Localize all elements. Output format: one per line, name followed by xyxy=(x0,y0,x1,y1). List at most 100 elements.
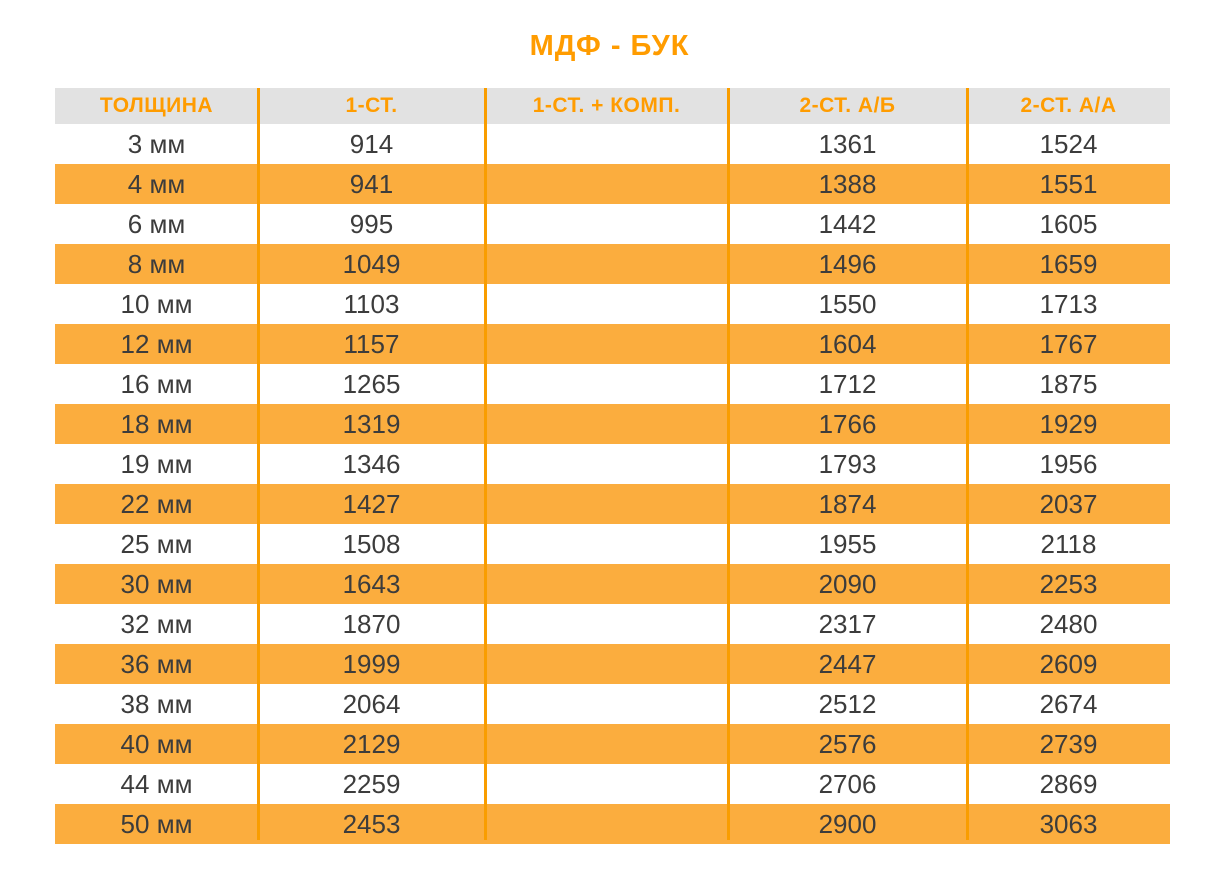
price-2st-ab-cell: 1442 xyxy=(818,208,877,239)
price-2st-ab-cell: 2090 xyxy=(818,568,877,599)
price-1st-cell: 1346 xyxy=(342,448,401,479)
table-row: 40 мм 2129 2576 2739 xyxy=(55,724,1170,764)
price-1st-komp-cell xyxy=(485,564,728,604)
table-row: 44 мм 2259 2706 2869 xyxy=(55,764,1170,804)
price-2st-aa-cell: 2253 xyxy=(1039,568,1098,599)
price-2st-ab-cell: 2447 xyxy=(818,648,877,679)
thickness-cell: 40 мм xyxy=(120,728,193,759)
price-1st-cell: 1049 xyxy=(342,248,401,279)
thickness-cell: 44 мм xyxy=(120,768,193,799)
price-1st-komp-cell xyxy=(485,684,728,724)
price-2st-aa-cell: 2869 xyxy=(1039,768,1098,799)
table-header-row: ТОЛЩИНА 1-СТ. 1-СТ. + КОМП. 2-СТ. А/Б 2-… xyxy=(55,88,1170,124)
price-1st-komp-cell xyxy=(485,404,728,444)
price-2st-ab-cell: 1874 xyxy=(818,488,877,519)
price-2st-ab-cell: 1361 xyxy=(818,128,877,159)
price-2st-ab-cell: 2900 xyxy=(818,808,877,839)
price-1st-cell: 914 xyxy=(349,128,394,159)
price-1st-cell: 1508 xyxy=(342,528,401,559)
price-1st-cell: 1265 xyxy=(342,368,401,399)
table-row: 36 мм 1999 2447 2609 xyxy=(55,644,1170,684)
price-1st-cell: 2453 xyxy=(342,808,401,839)
column-header-thickness: ТОЛЩИНА xyxy=(99,94,214,117)
price-2st-ab-cell: 2317 xyxy=(818,608,877,639)
table-row: 16 мм 1265 1712 1875 xyxy=(55,364,1170,404)
column-header-1st: 1-СТ. xyxy=(345,94,398,117)
price-2st-aa-cell: 2609 xyxy=(1039,648,1098,679)
price-1st-cell: 2259 xyxy=(342,768,401,799)
price-1st-cell: 941 xyxy=(349,168,394,199)
price-1st-komp-cell xyxy=(485,124,728,164)
table-row: 6 мм 995 1442 1605 xyxy=(55,204,1170,244)
column-header-2st-aa: 2-СТ. А/А xyxy=(1020,94,1117,117)
price-2st-aa-cell: 1875 xyxy=(1039,368,1098,399)
price-2st-aa-cell: 2480 xyxy=(1039,608,1098,639)
thickness-cell: 3 мм xyxy=(127,128,186,159)
thickness-cell: 16 мм xyxy=(120,368,193,399)
price-2st-aa-cell: 2739 xyxy=(1039,728,1098,759)
price-2st-aa-cell: 1956 xyxy=(1039,448,1098,479)
price-1st-cell: 2064 xyxy=(342,688,401,719)
price-1st-komp-cell xyxy=(485,164,728,204)
column-header-2st-ab: 2-СТ. А/Б xyxy=(799,94,896,117)
price-2st-ab-cell: 2706 xyxy=(818,768,877,799)
price-1st-komp-cell xyxy=(485,284,728,324)
price-1st-cell: 995 xyxy=(349,208,394,239)
price-1st-cell: 2129 xyxy=(342,728,401,759)
table-row: 19 мм 1346 1793 1956 xyxy=(55,444,1170,484)
price-2st-aa-cell: 1659 xyxy=(1039,248,1098,279)
table-row: 8 мм 1049 1496 1659 xyxy=(55,244,1170,284)
price-2st-ab-cell: 1604 xyxy=(818,328,877,359)
price-1st-komp-cell xyxy=(485,524,728,564)
price-2st-aa-cell: 1929 xyxy=(1039,408,1098,439)
price-1st-komp-cell xyxy=(485,244,728,284)
price-2st-aa-cell: 2674 xyxy=(1039,688,1098,719)
price-1st-cell: 1157 xyxy=(343,328,400,359)
price-1st-cell: 1103 xyxy=(343,288,400,319)
thickness-cell: 19 мм xyxy=(120,448,193,479)
price-2st-aa-cell: 3063 xyxy=(1039,808,1098,839)
price-1st-komp-cell xyxy=(485,724,728,764)
price-2st-aa-cell: 1767 xyxy=(1039,328,1098,359)
price-2st-ab-cell: 2512 xyxy=(818,688,877,719)
thickness-cell: 12 мм xyxy=(120,328,193,359)
table-row: 18 мм 1319 1766 1929 xyxy=(55,404,1170,444)
table-row: 25 мм 1508 1955 2118 xyxy=(55,524,1170,564)
thickness-cell: 30 мм xyxy=(120,568,193,599)
thickness-cell: 10 мм xyxy=(120,288,193,319)
price-1st-cell: 1870 xyxy=(342,608,401,639)
table-row: 50 мм 2453 2900 3063 xyxy=(55,804,1170,844)
table-row: 12 мм 1157 1604 1767 xyxy=(55,324,1170,364)
price-1st-cell: 1319 xyxy=(342,408,401,439)
price-1st-komp-cell xyxy=(485,764,728,804)
table-body: 3 мм 914 1361 1524 4 мм 941 1388 1551 6 … xyxy=(55,124,1170,844)
price-2st-ab-cell: 1766 xyxy=(818,408,877,439)
table-row: 30 мм 1643 2090 2253 xyxy=(55,564,1170,604)
thickness-cell: 36 мм xyxy=(120,648,193,679)
price-1st-komp-cell xyxy=(485,444,728,484)
table-row: 32 мм 1870 2317 2480 xyxy=(55,604,1170,644)
table-row: 22 мм 1427 1874 2037 xyxy=(55,484,1170,524)
thickness-cell: 4 мм xyxy=(127,168,186,199)
price-1st-cell: 1999 xyxy=(342,648,401,679)
price-1st-komp-cell xyxy=(485,604,728,644)
thickness-cell: 8 мм xyxy=(127,248,186,279)
price-2st-aa-cell: 1605 xyxy=(1039,208,1098,239)
thickness-cell: 18 мм xyxy=(120,408,193,439)
thickness-cell: 50 мм xyxy=(120,808,193,839)
price-2st-ab-cell: 1712 xyxy=(818,368,877,399)
price-1st-komp-cell xyxy=(485,204,728,244)
table-row: 4 мм 941 1388 1551 xyxy=(55,164,1170,204)
table-row: 3 мм 914 1361 1524 xyxy=(55,124,1170,164)
column-divider xyxy=(257,88,260,840)
thickness-cell: 25 мм xyxy=(120,528,193,559)
thickness-cell: 38 мм xyxy=(120,688,193,719)
price-2st-ab-cell: 1955 xyxy=(818,528,877,559)
table-row: 10 мм 1103 1550 1713 xyxy=(55,284,1170,324)
price-1st-cell: 1643 xyxy=(342,568,401,599)
price-table: ТОЛЩИНА 1-СТ. 1-СТ. + КОМП. 2-СТ. А/Б 2-… xyxy=(55,88,1170,844)
price-1st-komp-cell xyxy=(485,484,728,524)
column-divider xyxy=(484,88,487,840)
price-1st-komp-cell xyxy=(485,324,728,364)
page-title: МДФ - БУК xyxy=(529,30,690,62)
